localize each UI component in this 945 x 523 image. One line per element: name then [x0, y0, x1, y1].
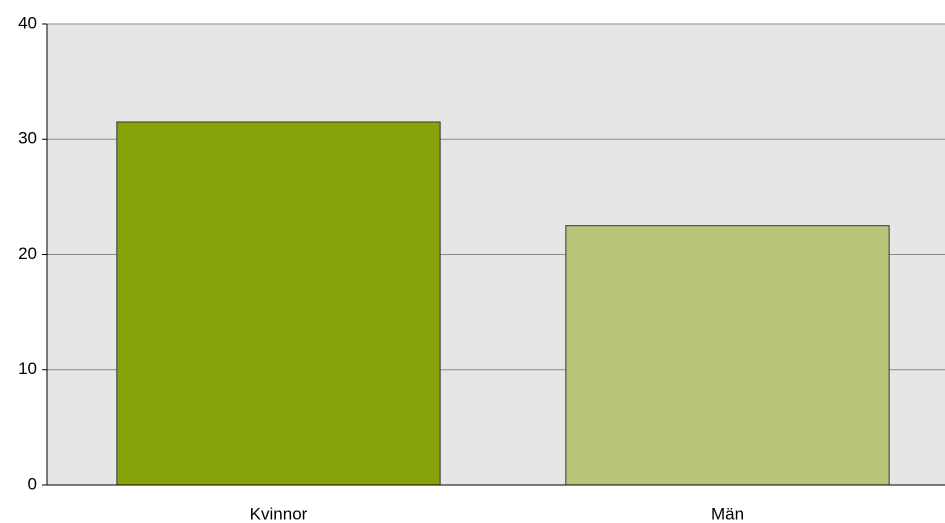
- bar: [565, 225, 890, 486]
- x-tick-label: Män: [711, 504, 744, 523]
- y-tick-label: 30: [18, 129, 37, 148]
- y-tick-label: 0: [28, 474, 37, 493]
- x-tick-label: Kvinnor: [250, 504, 308, 523]
- bar: [116, 121, 441, 486]
- y-tick-label: 10: [18, 359, 37, 378]
- y-tick-label: 20: [18, 244, 37, 263]
- y-tick-label: 40: [18, 13, 37, 32]
